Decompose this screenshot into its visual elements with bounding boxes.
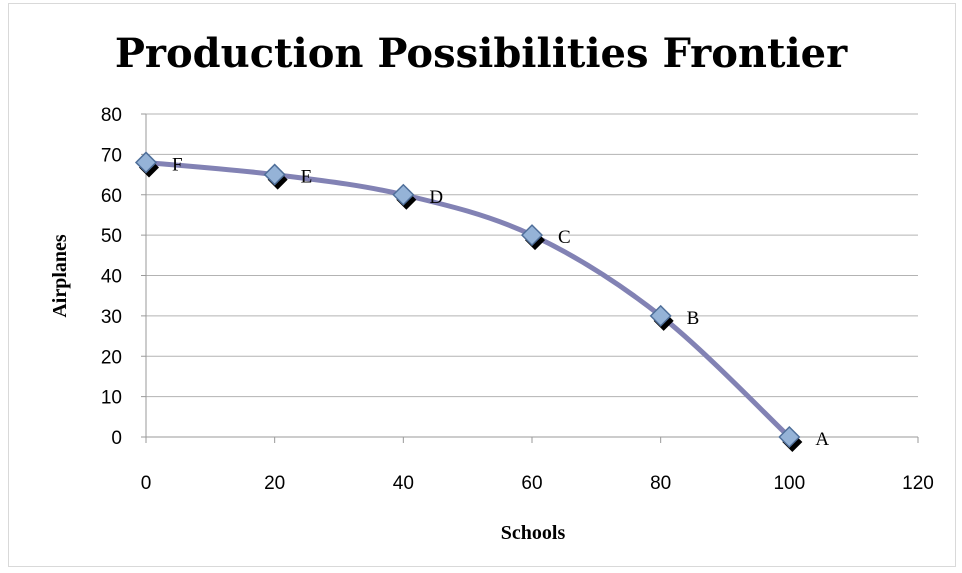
point-label: B (687, 308, 700, 329)
point-label: A (815, 429, 829, 450)
point-label: F (172, 154, 183, 175)
x-tick-label: 80 (650, 473, 671, 494)
axes: 0 10 20 30 40 50 60 70 80 0 20 40 60 80 100 120 (101, 105, 934, 494)
gridlines (146, 113, 918, 398)
y-axis-title: Airplanes (49, 234, 71, 318)
data-point-marker (649, 304, 672, 327)
data-point-marker (392, 183, 415, 206)
data-point-marker (134, 151, 158, 174)
x-tick-label: 120 (902, 473, 934, 494)
y-tick-label: 20 (101, 347, 122, 368)
point-label: E (301, 167, 313, 188)
y-tick-label: 0 (111, 428, 122, 449)
y-tick-label: 30 (101, 307, 122, 328)
y-tick-label: 80 (101, 105, 122, 126)
x-axis-title: Schools (501, 522, 566, 544)
x-tick-label: 0 (141, 473, 152, 494)
point-label: C (558, 227, 571, 248)
markers (134, 151, 803, 452)
data-point-marker (263, 163, 286, 186)
series-line-group (143, 159, 792, 440)
chart-frame (8, 3, 956, 567)
point-label: D (429, 187, 443, 208)
chart-title: Production Possibilities Frontier (114, 30, 848, 77)
x-tick-label: 40 (393, 473, 414, 494)
y-tick-label: 40 (101, 267, 122, 288)
y-tick-label: 10 (101, 388, 122, 409)
x-tick-label: 20 (264, 473, 285, 494)
y-tick-label: 50 (101, 226, 122, 247)
x-tick-label: 60 (521, 473, 542, 494)
y-tick-label: 60 (101, 186, 122, 207)
series-line (143, 159, 792, 440)
data-point-marker (778, 425, 801, 449)
data-point-marker (520, 224, 544, 247)
y-tick-label: 70 (101, 145, 122, 166)
labels: F E D C B A (172, 154, 829, 450)
x-tick-label: 100 (773, 473, 805, 494)
